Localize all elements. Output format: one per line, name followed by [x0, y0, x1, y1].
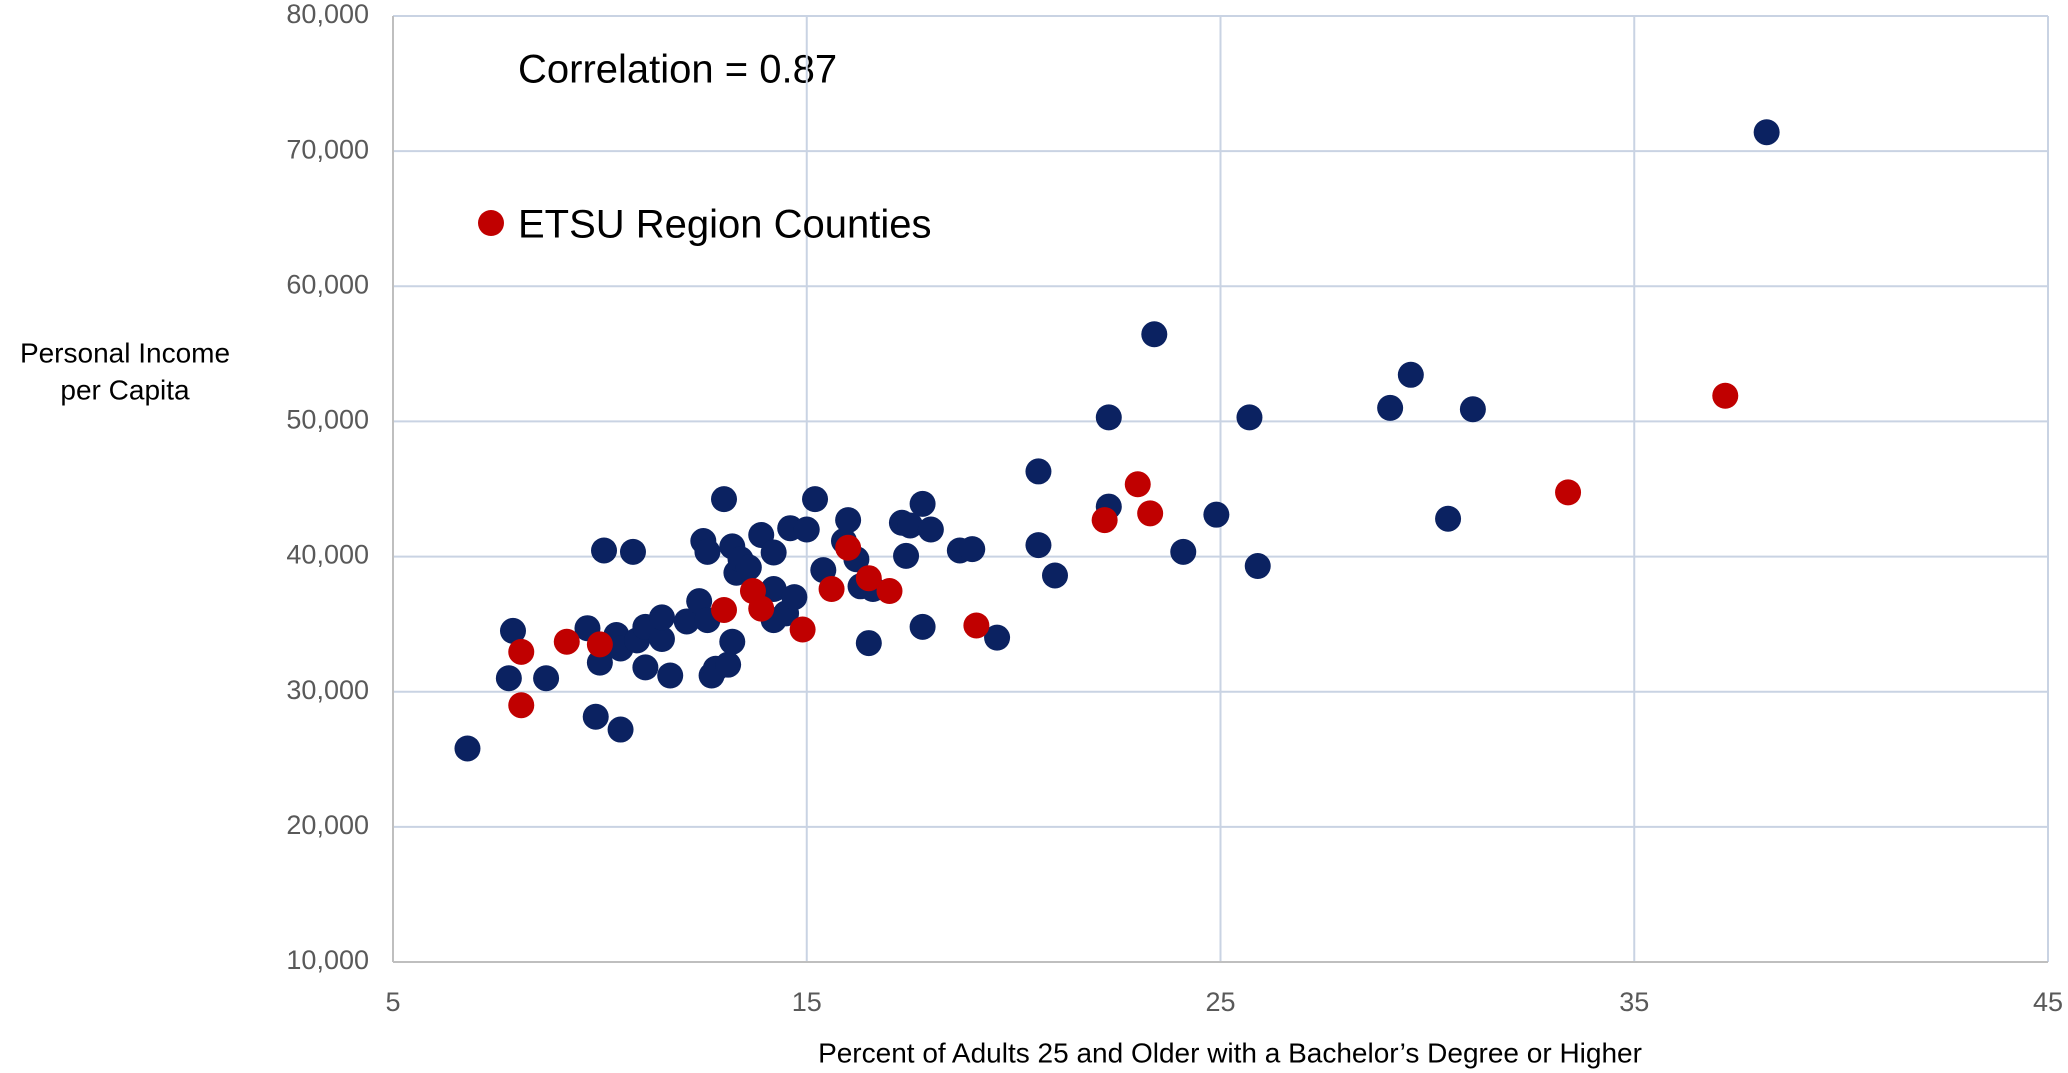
point — [1042, 562, 1068, 589]
point — [1753, 119, 1780, 146]
point — [1555, 479, 1582, 506]
point — [508, 638, 535, 665]
point — [586, 631, 613, 658]
point — [454, 735, 481, 762]
point — [673, 608, 700, 635]
point — [1095, 404, 1122, 431]
point — [711, 486, 737, 513]
point — [760, 576, 787, 603]
point — [1244, 553, 1271, 580]
y-tick-label: 20,000 — [286, 810, 369, 840]
point — [748, 595, 775, 622]
point — [818, 576, 845, 603]
point — [1025, 532, 1052, 559]
y-axis-label: Personal Income — [20, 337, 230, 368]
legend-label: ETSU Region Counties — [518, 203, 932, 247]
point — [1170, 538, 1197, 565]
x-axis-label: Percent of Adults 25 and Older with a Ba… — [818, 1037, 1642, 1068]
point — [835, 507, 862, 534]
point — [1025, 458, 1052, 485]
point — [591, 537, 618, 564]
y-tick-label: 10,000 — [286, 945, 369, 975]
point — [648, 604, 675, 631]
point — [1435, 505, 1462, 532]
y-tick-label: 80,000 — [286, 0, 369, 29]
legend-swatch — [478, 210, 504, 236]
y-tick-label: 30,000 — [286, 675, 369, 705]
point — [855, 630, 882, 657]
point — [897, 512, 924, 539]
point — [893, 542, 920, 569]
point — [1397, 361, 1424, 388]
point — [909, 613, 936, 640]
point — [917, 516, 944, 543]
point — [657, 662, 684, 689]
point — [735, 554, 762, 581]
y-tick-label: 40,000 — [286, 540, 369, 570]
point — [963, 612, 990, 639]
annotation: Correlation = 0.87 — [518, 48, 837, 92]
point — [648, 626, 675, 653]
x-tick-label: 45 — [2033, 987, 2063, 1017]
point — [1377, 394, 1404, 421]
point — [1236, 404, 1263, 431]
point — [1459, 396, 1486, 423]
point — [793, 516, 820, 543]
y-tick-label: 50,000 — [286, 405, 369, 435]
point — [533, 665, 560, 692]
point — [1124, 471, 1151, 498]
point — [715, 651, 742, 678]
point — [984, 624, 1011, 651]
point — [789, 616, 816, 643]
point — [781, 584, 808, 611]
y-axis-label: per Capita — [60, 374, 190, 405]
point — [909, 490, 936, 517]
point — [1091, 507, 1118, 534]
point — [959, 536, 986, 563]
x-tick-label: 15 — [792, 987, 822, 1017]
point — [1203, 501, 1230, 528]
point — [802, 486, 829, 513]
y-tick-label: 60,000 — [286, 269, 369, 299]
point — [711, 596, 737, 623]
point — [499, 617, 526, 644]
point — [619, 538, 646, 565]
x-tick-label: 35 — [1619, 987, 1649, 1017]
point — [582, 703, 609, 730]
point — [1712, 382, 1739, 409]
point — [495, 665, 522, 692]
point — [632, 654, 659, 681]
point — [1137, 500, 1164, 527]
y-tick-label: 70,000 — [286, 134, 369, 164]
x-tick-label: 5 — [385, 987, 400, 1017]
x-tick-label: 25 — [1205, 987, 1235, 1017]
point — [586, 649, 613, 676]
point — [694, 538, 721, 565]
point — [607, 716, 634, 743]
point — [1141, 321, 1168, 348]
point — [719, 628, 746, 655]
point — [876, 578, 903, 605]
point — [553, 628, 580, 655]
point — [835, 534, 862, 561]
point — [508, 692, 535, 719]
point — [855, 565, 882, 592]
point — [760, 539, 787, 566]
